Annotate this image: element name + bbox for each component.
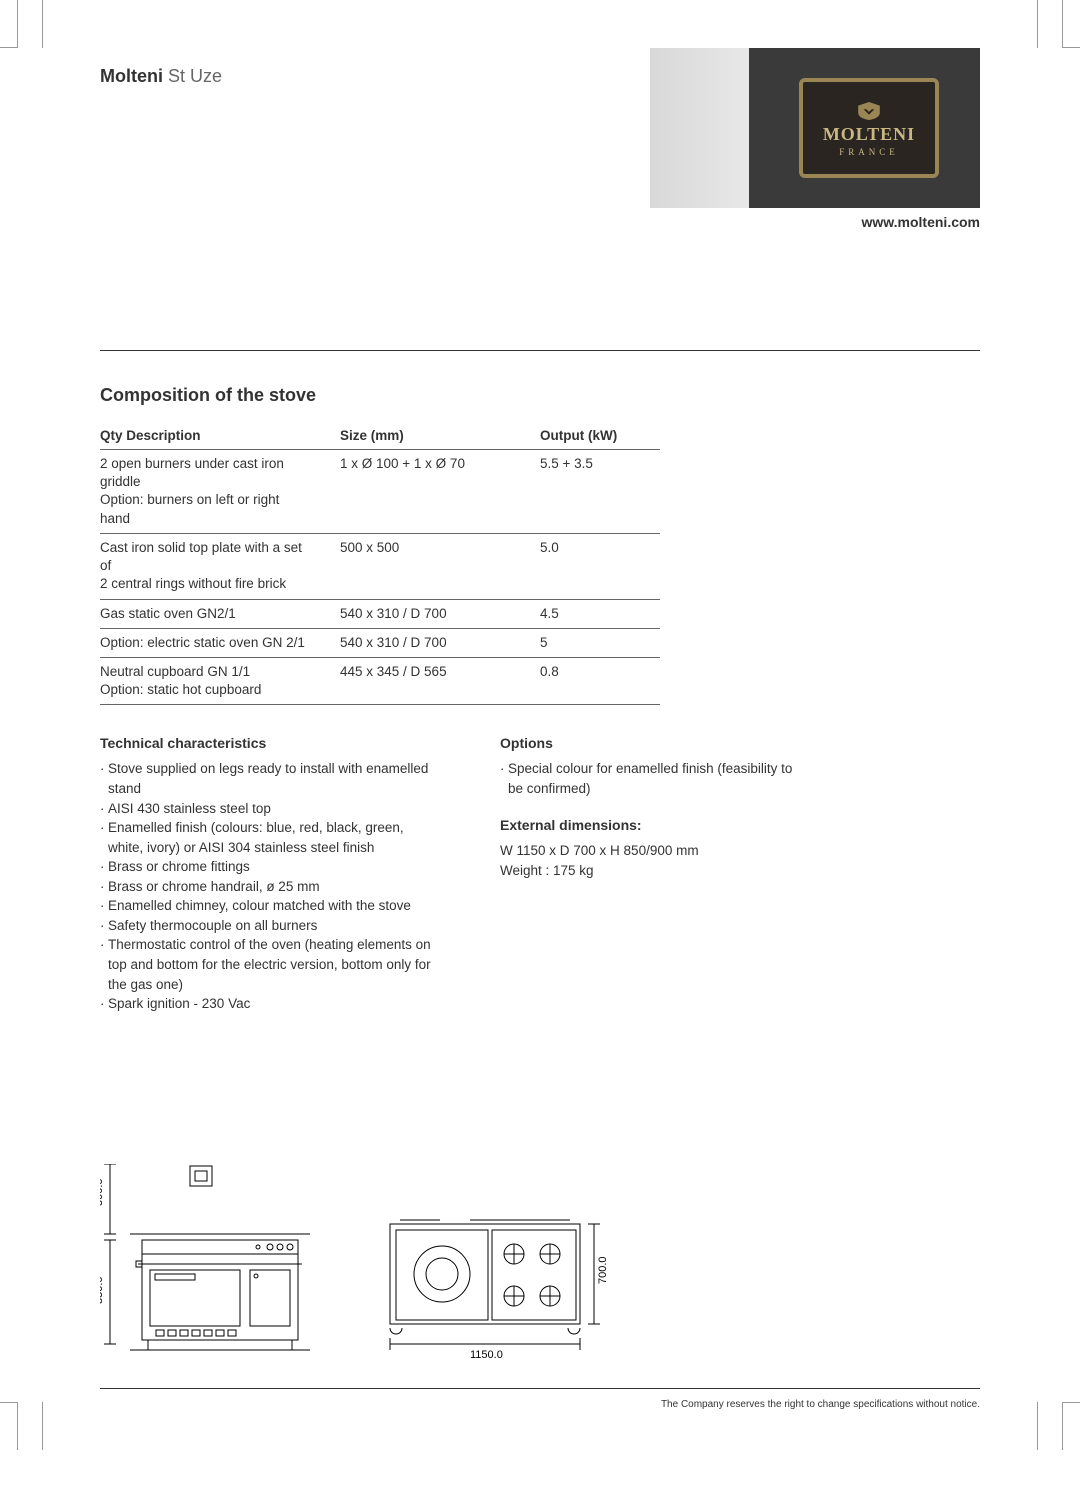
list-item: ·Thermostatic control of the oven (heati… — [100, 935, 440, 994]
table-row: Option: electric static oven GN 2/1540 x… — [100, 628, 660, 657]
bullet-icon: · — [100, 916, 108, 936]
extdim-heading: External dimensions: — [500, 817, 800, 833]
list-item: ·AISI 430 stainless steel top — [100, 799, 440, 819]
extdim-body: W 1150 x D 700 x H 850/900 mm Weight : 1… — [500, 841, 800, 882]
disclaimer: The Company reserves the right to change… — [100, 1399, 980, 1410]
list-text: Stove supplied on legs ready to install … — [108, 759, 440, 798]
options-heading: Options — [500, 735, 800, 751]
list-text: Thermostatic control of the oven (heatin… — [108, 935, 440, 994]
dim-1150: 1150.0 — [470, 1349, 503, 1361]
cell-desc: Option: electric static oven GN 2/1 — [100, 628, 340, 657]
cell-output: 5 — [540, 628, 660, 657]
plaque-name: MOLTENI — [823, 124, 915, 145]
dim-500: 500.0 — [100, 1178, 105, 1206]
bullet-icon: · — [100, 857, 108, 877]
brand-model: St Uze — [168, 66, 222, 86]
col-output: Output (kW) — [540, 428, 660, 450]
cell-desc: Cast iron solid top plate with a set of2… — [100, 533, 340, 599]
table-row: Cast iron solid top plate with a set of2… — [100, 533, 660, 599]
list-text: Brass or chrome handrail, ø 25 mm — [108, 877, 440, 897]
list-text: Spark ignition - 230 Vac — [108, 994, 440, 1014]
bullet-icon: · — [100, 799, 108, 819]
list-text: Special colour for enamelled finish (fea… — [508, 759, 800, 798]
list-item: ·Stove supplied on legs ready to install… — [100, 759, 440, 798]
tech-heading: Technical characteristics — [100, 735, 440, 751]
col-size: Size (mm) — [340, 428, 540, 450]
list-item: ·Spark ignition - 230 Vac — [100, 994, 440, 1014]
list-item: ·Special colour for enamelled finish (fe… — [500, 759, 800, 798]
list-text: Enamelled finish (colours: blue, red, bl… — [108, 818, 440, 857]
bullet-icon: · — [500, 759, 508, 798]
cell-desc: 2 open burners under cast iron griddleOp… — [100, 450, 340, 534]
extdim-weight: Weight : 175 kg — [500, 861, 800, 881]
tech-list: ·Stove supplied on legs ready to install… — [100, 759, 440, 1013]
table-row: Neutral cupboard GN 1/1Option: static ho… — [100, 657, 660, 704]
cell-size: 1 x Ø 100 + 1 x Ø 70 — [340, 450, 540, 534]
cell-size: 540 x 310 / D 700 — [340, 599, 540, 628]
shield-icon — [851, 100, 887, 122]
col-desc: Qty Description — [100, 428, 340, 450]
header: Molteni St Uze MOLTENI FRANCE www.molten… — [100, 48, 980, 230]
bullet-icon: · — [100, 935, 108, 994]
divider — [100, 350, 980, 351]
hero-image: MOLTENI FRANCE — [650, 48, 980, 208]
plan-view: 700.0 1150.0 — [380, 1214, 620, 1364]
table-row: 2 open burners under cast iron griddleOp… — [100, 450, 660, 534]
cell-size: 500 x 500 — [340, 533, 540, 599]
list-item: ·Brass or chrome fittings — [100, 857, 440, 877]
bullet-icon: · — [100, 994, 108, 1014]
list-item: ·Brass or chrome handrail, ø 25 mm — [100, 877, 440, 897]
diagrams: 500.0 850.0 — [100, 1164, 980, 1364]
list-text: Brass or chrome fittings — [108, 857, 440, 877]
divider-bottom — [100, 1388, 980, 1389]
cell-output: 4.5 — [540, 599, 660, 628]
cell-size: 540 x 310 / D 700 — [340, 628, 540, 657]
brand-name: Molteni — [100, 66, 163, 86]
options-list: ·Special colour for enamelled finish (fe… — [500, 759, 800, 798]
cell-desc: Gas static oven GN2/1 — [100, 599, 340, 628]
plaque-country: FRANCE — [839, 147, 899, 157]
dim-850: 850.0 — [100, 1276, 105, 1304]
front-elevation: 500.0 850.0 — [100, 1164, 320, 1364]
list-text: Safety thermocouple on all burners — [108, 916, 440, 936]
cell-output: 0.8 — [540, 657, 660, 704]
website-url: www.molteni.com — [650, 214, 980, 230]
dim-700: 700.0 — [597, 1256, 609, 1284]
section-heading: Composition of the stove — [100, 385, 980, 406]
bullet-icon: · — [100, 759, 108, 798]
cell-output: 5.5 + 3.5 — [540, 450, 660, 534]
hero-block: MOLTENI FRANCE www.molteni.com — [650, 48, 980, 230]
list-item: ·Enamelled chimney, colour matched with … — [100, 896, 440, 916]
list-text: Enamelled chimney, colour matched with t… — [108, 896, 440, 916]
bullet-icon: · — [100, 877, 108, 897]
cell-desc: Neutral cupboard GN 1/1Option: static ho… — [100, 657, 340, 704]
composition-table: Qty Description Size (mm) Output (kW) 2 … — [100, 428, 660, 705]
list-text: AISI 430 stainless steel top — [108, 799, 440, 819]
bullet-icon: · — [100, 818, 108, 857]
cell-size: 445 x 345 / D 565 — [340, 657, 540, 704]
brand-plaque: MOLTENI FRANCE — [799, 78, 939, 178]
cell-output: 5.0 — [540, 533, 660, 599]
table-row: Gas static oven GN2/1540 x 310 / D 7004.… — [100, 599, 660, 628]
extdim-size: W 1150 x D 700 x H 850/900 mm — [500, 841, 800, 861]
list-item: ·Enamelled finish (colours: blue, red, b… — [100, 818, 440, 857]
brand-title: Molteni St Uze — [100, 66, 222, 87]
list-item: ·Safety thermocouple on all burners — [100, 916, 440, 936]
bullet-icon: · — [100, 896, 108, 916]
